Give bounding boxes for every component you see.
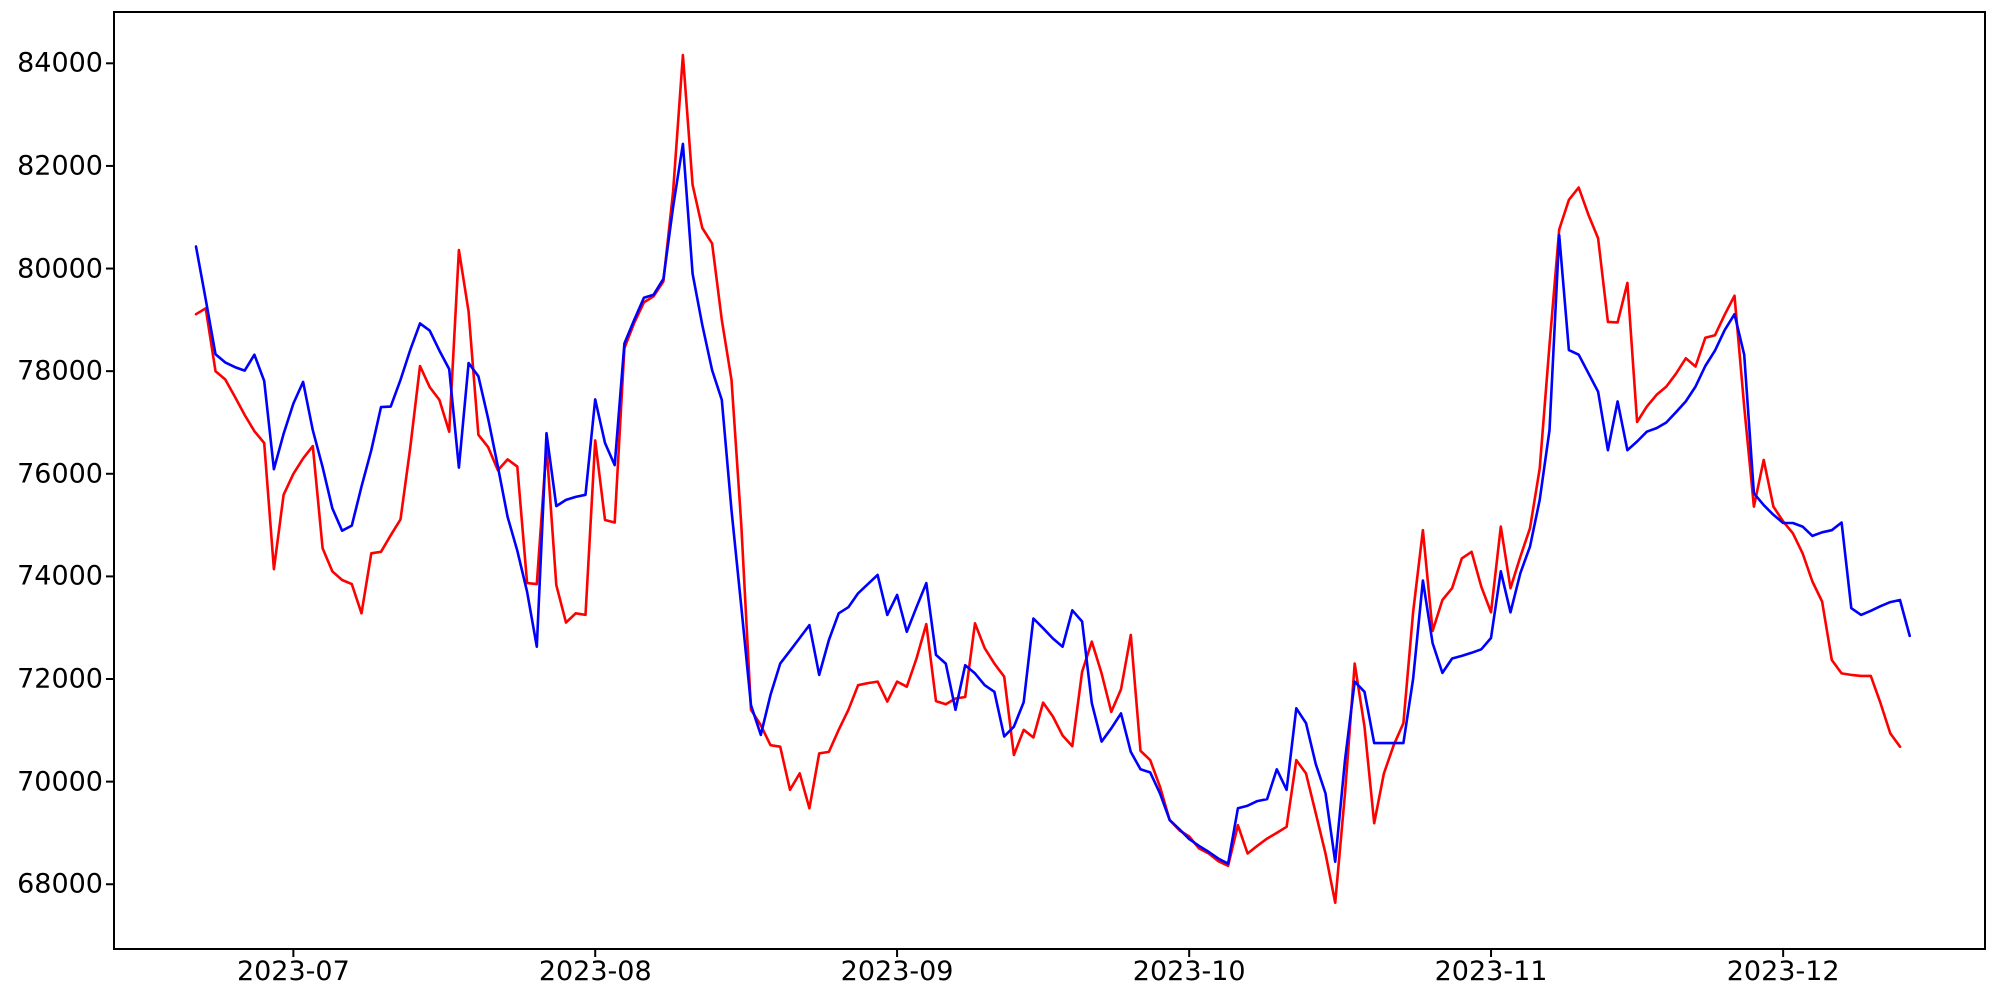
- x-tick-label: 2023-12: [1726, 956, 1840, 987]
- y-tick-label: 74000: [17, 560, 103, 592]
- plot-border: [113, 11, 1986, 950]
- y-tick-label: 84000: [17, 47, 103, 79]
- red-series-line: [194, 53, 1902, 905]
- axis-ticks: [106, 62, 1785, 957]
- x-tick-label: 2023-08: [538, 956, 652, 987]
- y-tick-label: 82000: [17, 150, 103, 182]
- x-tick-label: 2023-09: [840, 956, 954, 987]
- y-tick-label: 76000: [17, 458, 103, 490]
- y-tick-label: 68000: [17, 868, 103, 900]
- x-tick-label: 2023-07: [236, 956, 350, 987]
- y-tick-label: 78000: [17, 355, 103, 387]
- series-lines: [194, 53, 1911, 905]
- x-tick-label: 2023-11: [1434, 956, 1548, 987]
- y-tick-label: 72000: [17, 663, 103, 695]
- blue-series-line: [194, 142, 1911, 866]
- y-tick-label: 80000: [17, 253, 103, 285]
- x-tick-label: 2023-10: [1132, 956, 1246, 987]
- y-tick-label: 70000: [17, 766, 103, 798]
- axes-spines: [113, 11, 1986, 950]
